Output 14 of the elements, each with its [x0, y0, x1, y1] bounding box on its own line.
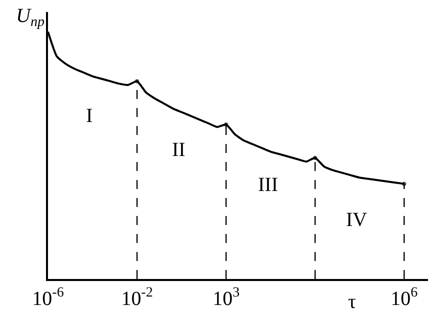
point — [313, 156, 318, 160]
annotation: II — [172, 139, 186, 161]
point — [224, 122, 228, 126]
x-tick-label: 10$^{6}$ — [390, 286, 418, 310]
point — [135, 79, 140, 84]
annotation: I — [86, 105, 93, 127]
point — [402, 182, 406, 186]
x-tick-label: 10$^{3}$ — [212, 286, 240, 310]
y-axis-title: U$_{пр}$ — [16, 5, 44, 30]
x-tick-label: 10$^{-2}$ — [121, 286, 153, 310]
annotation: IV — [346, 209, 368, 231]
x-axis-title: τ — [348, 291, 356, 313]
x-tick-label: 10$^{-6}$ — [32, 286, 64, 310]
annotation: III — [258, 174, 278, 196]
